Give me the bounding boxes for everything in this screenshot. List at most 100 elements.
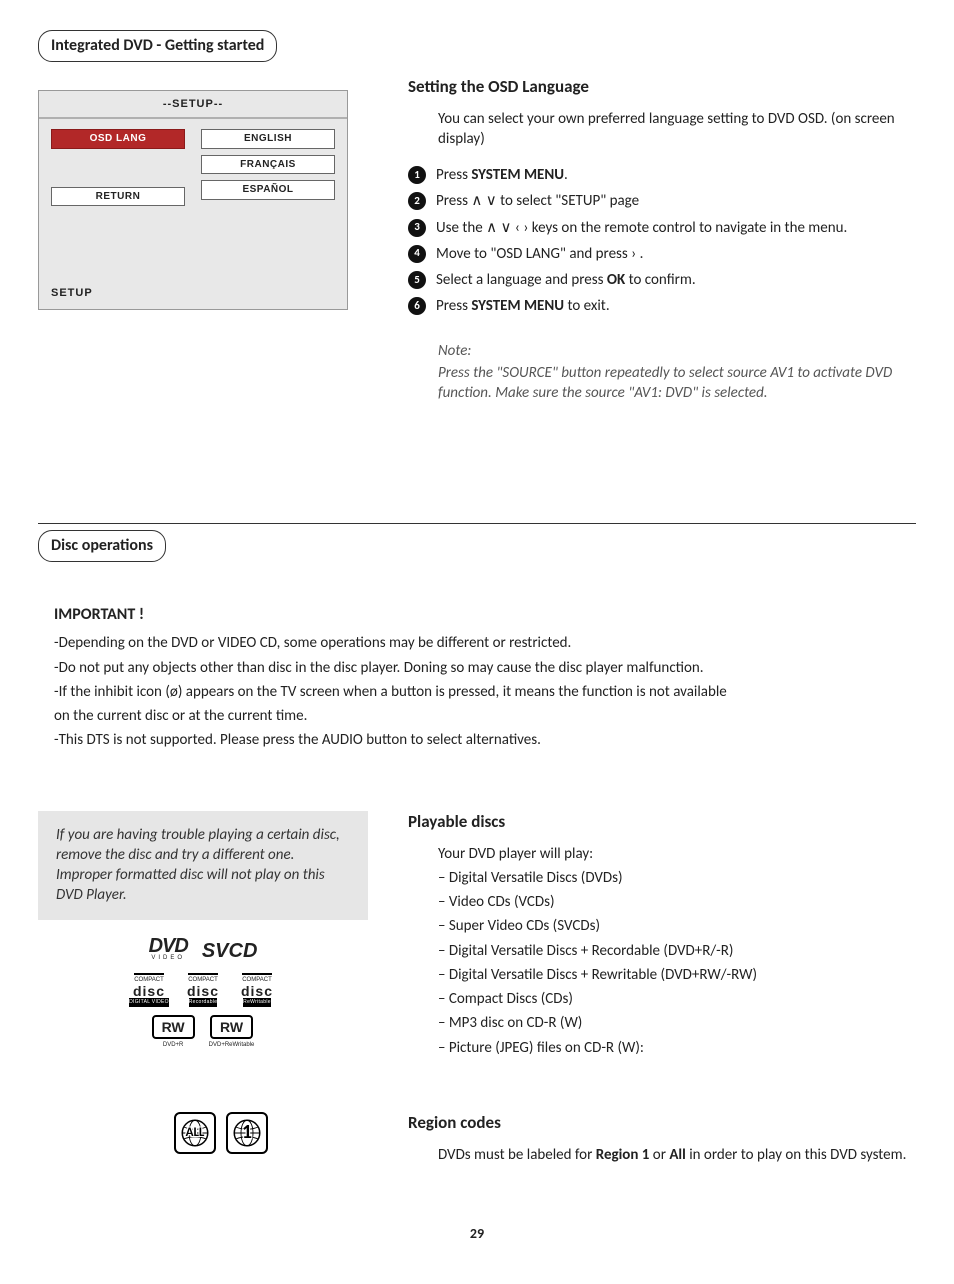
- dvd-sub: VIDEO: [151, 954, 185, 962]
- svcd-logo: SVCD: [202, 938, 258, 965]
- note-block: Note: Press the "SOURCE" button repeated…: [438, 341, 916, 404]
- important-item: -This DTS is not supported. Please press…: [54, 730, 916, 750]
- step-post: to confirm.: [625, 271, 695, 289]
- compact-disc-logo: COMPACTdiscReWritable: [237, 973, 277, 1007]
- region-body: DVDs must be labeled for Region 1 or All…: [438, 1145, 916, 1165]
- step-num-icon: 4: [408, 245, 426, 263]
- region-text-block: Region codes DVDs must be labeled for Re…: [408, 1112, 916, 1165]
- osd-item-osdlang: OSD LANG: [51, 129, 185, 149]
- region-label: 1: [242, 1119, 252, 1146]
- svcd-text: SVCD: [202, 938, 258, 965]
- important-list: -Depending on the DVD or VIDEO CD, some …: [38, 633, 916, 750]
- dvd-text: DVD: [149, 938, 188, 954]
- osd-steps: 1 Press SYSTEM MENU. 2 Press ∧ ∨ to sele…: [408, 165, 916, 317]
- disc-logos: DVD VIDEO SVCD COMPACTdiscDIGITAL VIDEO …: [38, 938, 368, 1050]
- playable-heading: Playable discs: [408, 811, 916, 834]
- step-2: 2 Press ∧ ∨ to select "SETUP" page: [408, 191, 916, 211]
- playable-item: – Digital Versatile Discs + Recordable (…: [438, 941, 916, 961]
- osd-lang-english: ENGLISH: [201, 129, 335, 149]
- region-1-icon: 1: [226, 1112, 268, 1154]
- section-getting-started: Integrated DVD - Getting started --SETUP…: [38, 30, 916, 403]
- region-mid: or: [649, 1146, 669, 1164]
- step-pre: Press: [436, 166, 471, 184]
- region-heading: Region codes: [408, 1112, 916, 1135]
- osd-heading: Setting the OSD Language: [408, 76, 916, 99]
- important-item: -If the inhibit icon (ø) appears on the …: [54, 682, 916, 702]
- step-bold: OK: [607, 271, 625, 289]
- section-divider: [38, 523, 916, 524]
- playable-item: – Digital Versatile Discs + Rewritable (…: [438, 965, 916, 985]
- osd-column: --SETUP-- OSD LANG RETURN ENGLISH FRANÇA…: [38, 76, 368, 404]
- step-num-icon: 2: [408, 192, 426, 210]
- step-bold: SYSTEM MENU: [471, 166, 564, 184]
- step-num-icon: 1: [408, 166, 426, 184]
- step-1: 1 Press SYSTEM MENU.: [408, 165, 916, 185]
- top-row: --SETUP-- OSD LANG RETURN ENGLISH FRANÇA…: [38, 76, 916, 404]
- osd-intro: You can select your own preferred langua…: [438, 109, 916, 150]
- step-pre: Select a language and press: [436, 271, 607, 289]
- step-bold: SYSTEM MENU: [471, 297, 564, 315]
- step-5: 5 Select a language and press OK to conf…: [408, 270, 916, 290]
- step-num-icon: 5: [408, 271, 426, 289]
- osd-instructions: Setting the OSD Language You can select …: [408, 76, 916, 404]
- playable-item: – Super Video CDs (SVCDs): [438, 916, 916, 936]
- important-item: -Depending on the DVD or VIDEO CD, some …: [54, 633, 916, 653]
- region-all-icon: ALL: [174, 1112, 216, 1154]
- playable-intro: Your DVD player will play:: [438, 844, 916, 864]
- step-post: .: [564, 166, 568, 184]
- region-label: ALL: [186, 1124, 205, 1142]
- region-icons: ALL 1: [38, 1112, 368, 1154]
- step-post: to exit.: [564, 297, 610, 315]
- playable-item: – Picture (JPEG) files on CD-R (W):: [438, 1038, 916, 1058]
- rw-logo: RW DVD+ReWritable: [209, 1015, 255, 1050]
- osd-item-return: RETURN: [51, 187, 185, 207]
- playable-row: If you are having trouble playing a cert…: [38, 811, 916, 1062]
- important-item: on the current disc or at the current ti…: [54, 706, 916, 726]
- step-num-icon: 3: [408, 219, 426, 237]
- osd-screenshot: --SETUP-- OSD LANG RETURN ENGLISH FRANÇA…: [38, 90, 348, 310]
- left-panel: If you are having trouble playing a cert…: [38, 811, 368, 1062]
- step-num-icon: 6: [408, 297, 426, 315]
- region-bold: All: [669, 1146, 685, 1164]
- playable-item: – Digital Versatile Discs (DVDs): [438, 868, 916, 888]
- playable-item: – Compact Discs (CDs): [438, 989, 916, 1009]
- osd-body: OSD LANG RETURN ENGLISH FRANÇAIS ESPAÑOL: [39, 119, 347, 206]
- step-pre: Press: [436, 297, 471, 315]
- note-label: Note:: [438, 341, 916, 361]
- compact-disc-logo: COMPACTdiscRecordable: [183, 973, 223, 1007]
- important-heading: IMPORTANT !: [54, 604, 916, 626]
- step-text: Move to "OSD LANG" and press › .: [436, 244, 916, 264]
- section-tag-getting-started: Integrated DVD - Getting started: [38, 30, 277, 62]
- osd-left-col: OSD LANG RETURN: [51, 129, 185, 206]
- region-bold: Region 1: [596, 1146, 650, 1164]
- step-text: Press SYSTEM MENU to exit.: [436, 296, 916, 316]
- osd-spacer: [51, 155, 185, 181]
- region-post: in order to play on this DVD system.: [686, 1146, 907, 1164]
- important-item: -Do not put any objects other than disc …: [54, 658, 916, 678]
- step-text: Press SYSTEM MENU.: [436, 165, 916, 185]
- playable-item: – Video CDs (VCDs): [438, 892, 916, 912]
- osd-lang-espanol: ESPAÑOL: [201, 180, 335, 200]
- osd-right-col: ENGLISH FRANÇAIS ESPAÑOL: [201, 129, 335, 206]
- region-row: ALL 1 Region codes DVDs must be labeled …: [38, 1112, 916, 1165]
- region-pre: DVDs must be labeled for: [438, 1146, 596, 1164]
- osd-lang-francais: FRANÇAIS: [201, 155, 335, 175]
- step-text: Press ∧ ∨ to select "SETUP" page: [436, 191, 916, 211]
- step-text: Use the ∧ ∨ ‹ › keys on the remote contr…: [436, 218, 916, 238]
- step-4: 4 Move to "OSD LANG" and press › .: [408, 244, 916, 264]
- osd-footer: SETUP: [51, 286, 93, 301]
- step-3: 3 Use the ∧ ∨ ‹ › keys on the remote con…: [408, 218, 916, 238]
- step-text: Select a language and press OK to confir…: [436, 270, 916, 290]
- playable-item: – MP3 disc on CD-R (W): [438, 1013, 916, 1033]
- section-tag-disc-ops: Disc operations: [38, 530, 166, 562]
- rw-logo: RW DVD+R: [152, 1015, 195, 1050]
- note-text: Press the "SOURCE" button repeatedly to …: [438, 363, 916, 404]
- section-disc-operations: Disc operations IMPORTANT ! -Depending o…: [38, 530, 916, 1165]
- dvd-video-logo: DVD VIDEO: [149, 938, 188, 965]
- trouble-note: If you are having trouble playing a cert…: [38, 811, 368, 920]
- playable-list: – Digital Versatile Discs (DVDs) – Video…: [408, 868, 916, 1058]
- compact-disc-logo: COMPACTdiscDIGITAL VIDEO: [129, 973, 169, 1007]
- playable-discs: Playable discs Your DVD player will play…: [408, 811, 916, 1062]
- step-6: 6 Press SYSTEM MENU to exit.: [408, 296, 916, 316]
- osd-title: --SETUP--: [39, 91, 347, 120]
